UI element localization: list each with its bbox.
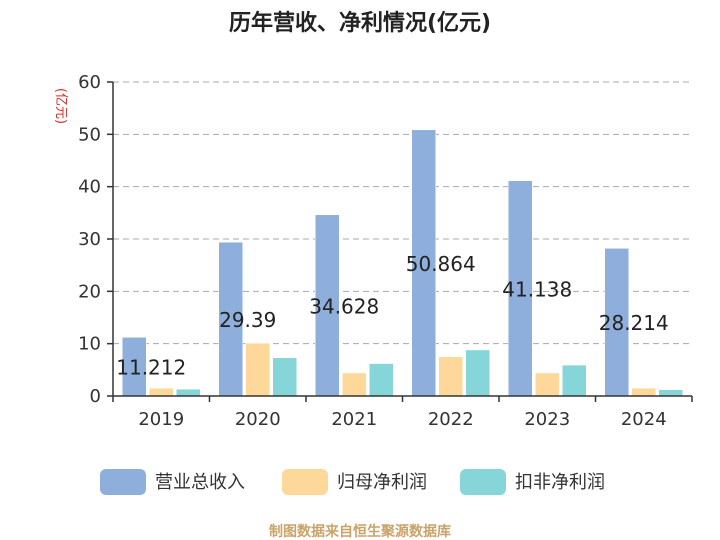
y-tick-label: 40 [78,177,101,198]
bar-2 [631,387,656,397]
y-tick-label: 0 [90,386,101,407]
legend-swatch [282,469,328,495]
data-label: 34.628 [309,294,379,318]
bar-1 [508,180,533,397]
data-label: 29.39 [219,308,276,332]
bar-2 [438,356,463,397]
legend-label: 扣非净利润 [515,472,605,493]
bar-1 [411,129,436,397]
bar-1 [315,214,340,397]
bar-3 [369,363,394,397]
y-tick-label: 20 [78,281,101,302]
y-axis-unit-label: (亿元) [53,88,68,124]
legend-swatch [100,469,146,495]
bar-1 [218,241,243,397]
x-tick-label: 2021 [331,409,377,430]
bar-2 [149,387,174,397]
bar-1 [604,248,629,397]
x-tick-label: 2022 [428,409,474,430]
x-tick-label: 2020 [235,409,281,430]
bar-3 [562,364,587,397]
legend-label: 归母净利润 [337,472,427,493]
data-labels: 11.212 29.39 34.628 50.864 41.138 28.214 [116,252,668,380]
legend: 营业总收入 归母净利润 扣非净利润 [100,469,605,495]
bar-3 [176,388,201,397]
data-label: 11.212 [116,356,186,380]
data-label: 41.138 [502,277,572,301]
bar-2 [535,372,560,397]
data-label: 50.864 [406,252,476,276]
bar-3 [272,357,297,397]
legend-label: 营业总收入 [155,472,245,493]
y-tick-label: 60 [78,72,101,93]
source-note: 制图数据来自恒生聚源数据库 [269,523,451,540]
bar-3 [465,349,490,397]
bar-2 [245,342,270,397]
legend-swatch [460,469,506,495]
chart-title: 历年营收、净利情况(亿元) [229,10,491,36]
bars [122,129,683,397]
axes: 0 10 20 30 40 50 60 2019 2020 2021 2022 2023 2024 [78,72,693,430]
data-label: 28.214 [599,311,669,335]
bar-2 [342,372,367,397]
x-tick-label: 2024 [621,409,667,430]
grid-lines [113,81,692,345]
y-tick-label: 30 [78,229,101,250]
x-tick-label: 2019 [138,409,184,430]
bar-3 [658,389,683,397]
x-tick-label: 2023 [524,409,570,430]
bar-1 [122,337,147,397]
y-tick-label: 10 [78,334,101,355]
y-tick-label: 50 [78,124,101,145]
